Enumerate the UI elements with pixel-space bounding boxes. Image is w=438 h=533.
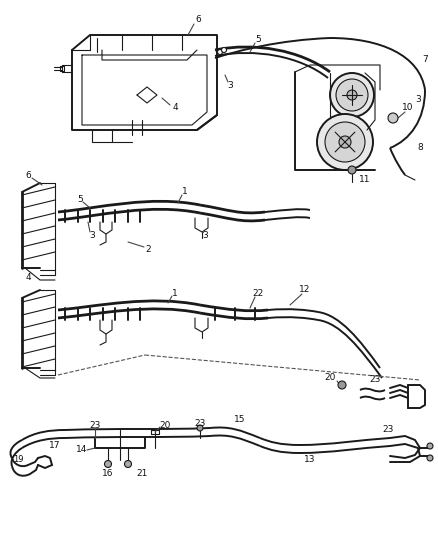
Circle shape: [105, 461, 112, 467]
Text: 20: 20: [324, 374, 336, 383]
Circle shape: [218, 50, 223, 54]
Circle shape: [222, 47, 226, 52]
Text: 1: 1: [182, 188, 188, 197]
Text: 16: 16: [102, 470, 114, 479]
Text: 20: 20: [159, 421, 171, 430]
Circle shape: [339, 136, 351, 148]
Text: 7: 7: [422, 55, 428, 64]
Circle shape: [325, 122, 365, 162]
Text: 23: 23: [382, 425, 394, 434]
Text: 5: 5: [255, 36, 261, 44]
Circle shape: [317, 114, 373, 170]
Text: 4: 4: [25, 273, 31, 282]
Text: 2: 2: [145, 246, 151, 254]
Text: 21: 21: [136, 470, 148, 479]
Text: 15: 15: [234, 416, 246, 424]
Text: 10: 10: [402, 103, 414, 112]
Text: 5: 5: [77, 196, 83, 205]
Circle shape: [338, 381, 346, 389]
Text: 6: 6: [195, 15, 201, 25]
Text: 13: 13: [304, 456, 316, 464]
Text: 22: 22: [252, 288, 264, 297]
Text: 23: 23: [89, 421, 101, 430]
Text: 19: 19: [13, 456, 23, 464]
Circle shape: [330, 73, 374, 117]
Circle shape: [347, 90, 357, 100]
Text: 11: 11: [359, 175, 371, 184]
Text: 23: 23: [194, 418, 206, 427]
Text: 6: 6: [25, 171, 31, 180]
Circle shape: [348, 166, 356, 174]
Text: 23: 23: [369, 376, 381, 384]
Text: 8: 8: [417, 143, 423, 152]
Circle shape: [124, 461, 131, 467]
Text: 3: 3: [89, 230, 95, 239]
Text: 17: 17: [49, 440, 61, 449]
Circle shape: [388, 113, 398, 123]
Text: 1: 1: [172, 288, 178, 297]
Circle shape: [427, 455, 433, 461]
Text: 3: 3: [415, 95, 421, 104]
Text: 4: 4: [172, 103, 178, 112]
Circle shape: [336, 79, 368, 111]
Text: 3: 3: [227, 82, 233, 91]
Text: 3: 3: [202, 230, 208, 239]
Text: 14: 14: [76, 446, 88, 455]
Circle shape: [197, 425, 203, 431]
Circle shape: [427, 443, 433, 449]
Text: 12: 12: [299, 286, 311, 295]
